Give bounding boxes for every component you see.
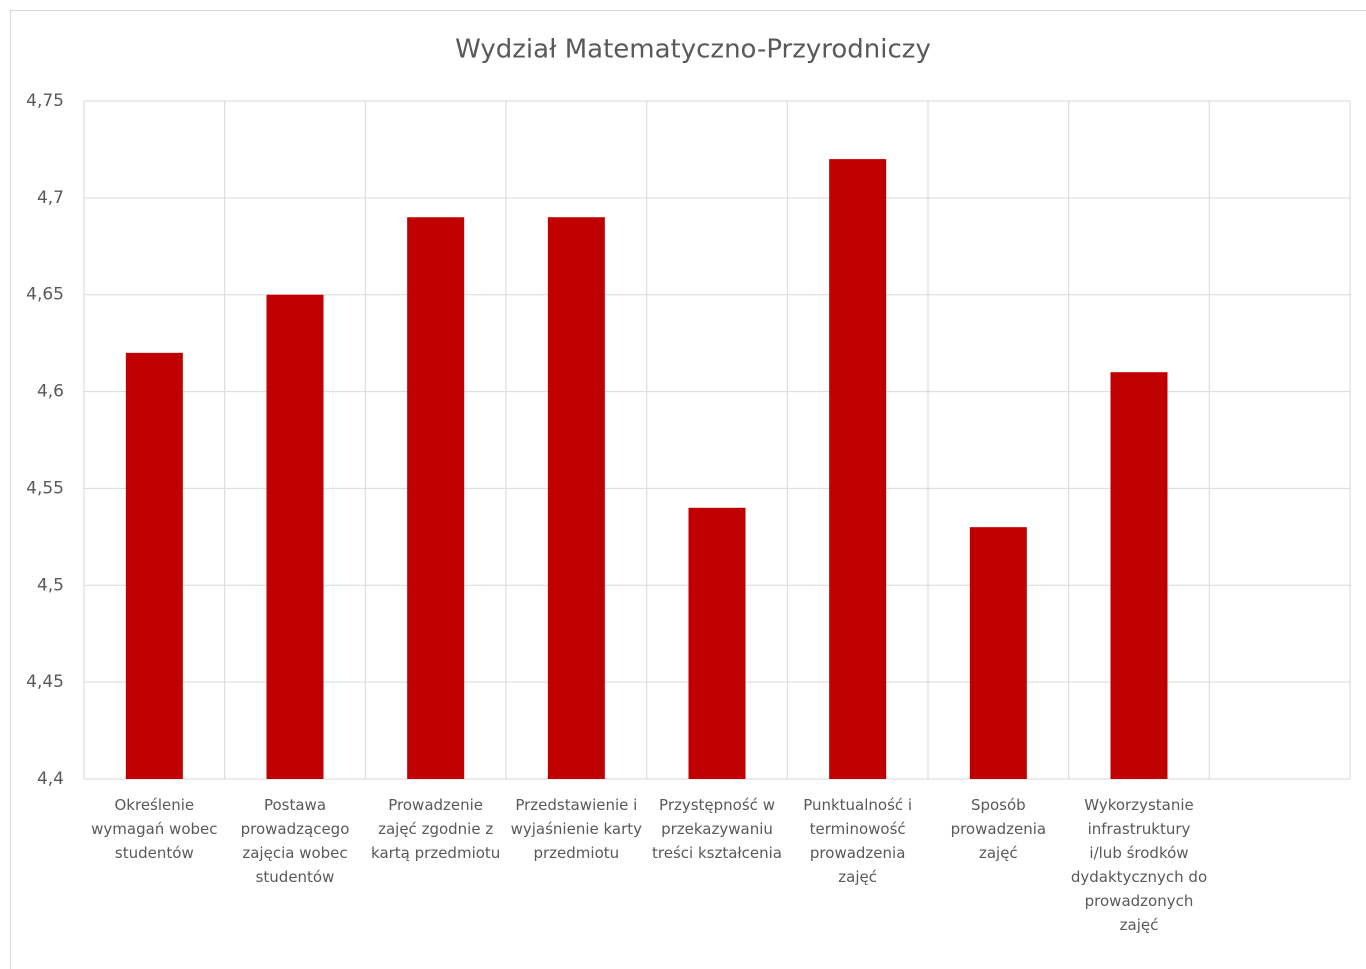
- x-tick-label: Punktualność i terminowość prowadzenia z…: [803, 796, 913, 886]
- y-tick-label: 4,45: [26, 672, 64, 692]
- y-tick-label: 4,65: [26, 285, 64, 305]
- bar: [688, 507, 746, 779]
- bar: [1110, 372, 1168, 779]
- y-tick-label: 4,4: [37, 769, 64, 789]
- bar: [407, 217, 465, 779]
- y-tick-label: 4,75: [26, 91, 64, 111]
- bar: [969, 527, 1027, 779]
- bar: [547, 217, 605, 779]
- chart-title: Wydział Matematyczno-Przyrodniczy: [455, 35, 931, 65]
- bar: [266, 294, 324, 779]
- bar: [125, 352, 183, 779]
- x-tick-label: Określenie wymagań wobec studentów: [91, 796, 218, 862]
- y-tick-label: 4,7: [37, 188, 64, 208]
- x-tick-label: Sposób prowadzenia zajęć: [950, 796, 1047, 862]
- x-tick-label: Przystępność w przekazywaniu treści kszt…: [652, 796, 782, 862]
- bar: [829, 159, 887, 780]
- x-tick-label: Postawa prowadzącego zajęcia wobec stude…: [240, 796, 350, 886]
- x-tick-label: Prowadzenie zajęć zgodnie z kartą przedm…: [371, 796, 501, 862]
- y-tick-label: 4,5: [37, 575, 64, 595]
- chart-border: [10, 10, 1366, 969]
- x-tick-label: Wykorzystanie infrastruktury i/lub środk…: [1070, 796, 1208, 934]
- y-tick-label: 4,55: [26, 478, 64, 498]
- x-tick-label: Przedstawienie i wyjaśnienie karty przed…: [510, 796, 643, 862]
- y-tick-label: 4,6: [37, 382, 64, 402]
